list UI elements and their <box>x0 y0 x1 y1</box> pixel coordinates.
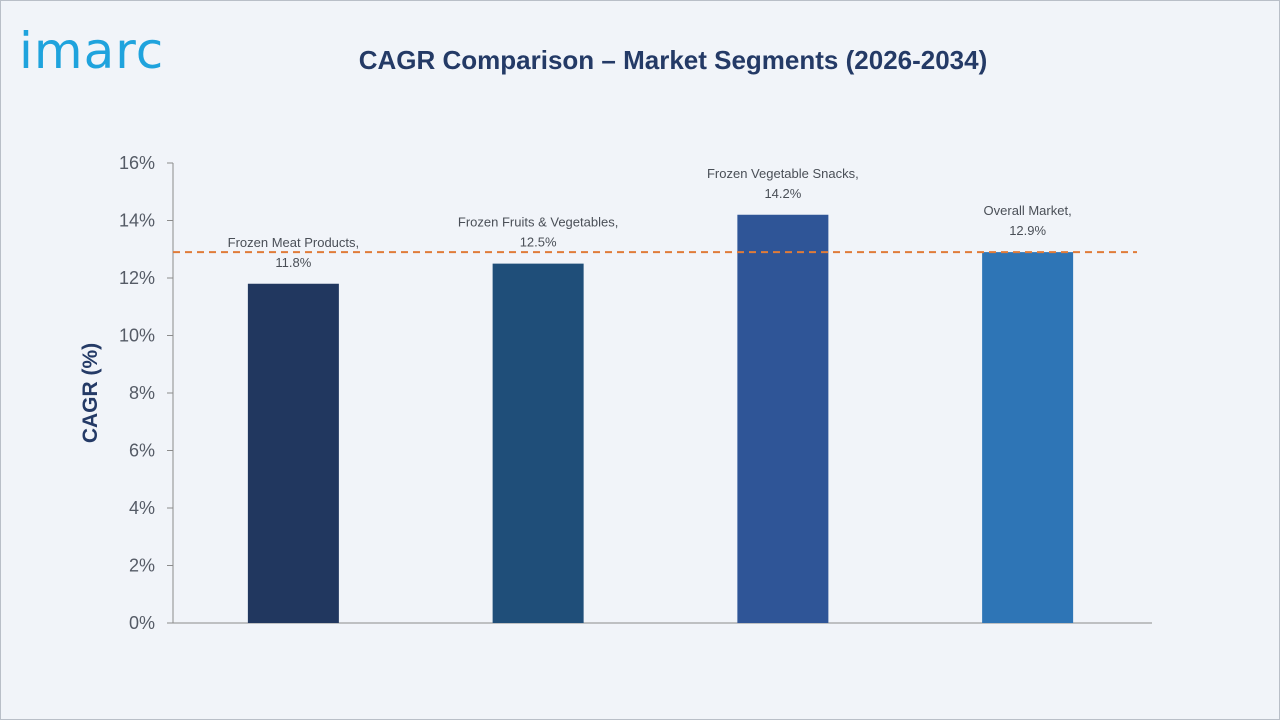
data-label-value: 12.9% <box>1009 223 1046 238</box>
y-axis-label: CAGR (%) <box>79 343 102 443</box>
data-label-category: Frozen Fruits & Vegetables, <box>458 215 618 230</box>
bar <box>247 283 339 623</box>
y-tick-label: 0% <box>129 613 155 633</box>
data-label-value: 14.2% <box>764 186 801 201</box>
y-tick-label: 16% <box>119 153 155 173</box>
y-tick-label: 8% <box>129 383 155 403</box>
y-tick-label: 12% <box>119 268 155 288</box>
y-tick-label: 6% <box>129 441 155 461</box>
data-label-category: Frozen Vegetable Snacks, <box>707 166 859 181</box>
axes: 0% 2% 4% 6% 8% 10% 12% 14% 16% <box>119 153 1152 633</box>
bars <box>247 214 1074 623</box>
data-label-value: 12.5% <box>520 235 557 250</box>
y-tick-label: 10% <box>119 326 155 346</box>
bar <box>737 214 829 623</box>
y-tick-label: 2% <box>129 556 155 576</box>
data-labels: Frozen Meat Products, 11.8% Frozen Fruits … <box>228 166 1072 270</box>
data-label-value: 11.8% <box>275 255 311 270</box>
chart-title: CAGR Comparison – Market Segments (2026-… <box>358 45 988 75</box>
imarc-logo: imarc <box>19 22 165 80</box>
y-tick-label: 4% <box>129 498 155 518</box>
bar <box>982 252 1074 623</box>
data-label-category: Overall Market, <box>984 203 1072 218</box>
bar <box>492 263 584 623</box>
y-tick-label: 14% <box>119 211 155 231</box>
data-label-category: Frozen Meat Products, <box>228 235 360 250</box>
